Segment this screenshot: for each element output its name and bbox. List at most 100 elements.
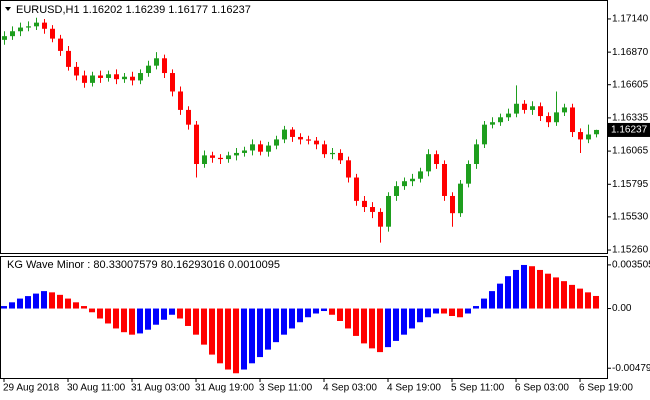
histogram-bar [249,308,255,364]
candle-body [586,134,591,140]
candle-body [554,112,559,123]
y-tick-label: 1.16065 [612,146,649,157]
candle-body [394,186,399,196]
histogram-bar [417,308,423,323]
histogram-bar [265,308,271,350]
price-label-box [607,122,650,137]
histogram-bar [145,308,151,330]
candle-body [402,181,407,187]
histogram-bar [441,308,447,314]
histogram-bar [345,308,351,329]
candle-body [442,164,447,196]
indicator-value: 0.0010095 [228,259,280,271]
histogram-bar [433,308,439,314]
histogram-bar [161,308,167,320]
y-tick-label: 1.16605 [612,79,649,90]
histogram-bar [169,308,175,315]
low-value: 1.16177 [168,4,208,16]
histogram-bar [105,308,111,324]
histogram-bar [41,291,47,309]
candle-body [522,103,527,110]
candle-body [282,129,287,140]
histogram-bar [273,308,279,343]
histogram-bar [505,276,511,309]
histogram-bar [425,308,431,318]
y-tick-label: 1.16870 [612,47,649,58]
histogram-bar [297,308,303,323]
histogram-bar [545,273,551,309]
histogram-bar [497,283,503,309]
indicator-header: KG Wave Minor : 80.33007579 80.16293016 … [7,259,280,271]
histogram-bar [313,308,319,314]
candle-body [458,183,463,214]
histogram-bar [89,308,95,313]
candle-body [426,154,431,172]
candle-body [74,66,79,76]
candle-body [346,160,351,178]
candle-body [322,144,327,155]
histogram-bar [209,308,215,355]
histogram-bar [481,298,487,309]
histogram-bar [201,308,207,345]
histogram-bar [137,308,143,334]
candle-body [226,155,231,160]
histogram-bar [577,288,583,309]
candle-body [114,74,119,80]
histogram-bar [1,306,7,309]
candle-body [362,200,367,208]
histogram-bar [225,308,231,370]
symbol: EURUSD,H1 [16,4,80,16]
histogram-bar [121,308,127,333]
x-tick-label: 3 Sep 11:00 [259,383,313,394]
x-tick-label: 30 Aug 11:00 [67,383,126,394]
histogram-bar [65,298,71,309]
histogram-bar [529,266,535,309]
histogram-bar [457,308,463,318]
histogram-bar [9,302,15,309]
candle-body [578,132,583,140]
menu-triangle[interactable] [5,7,11,11]
candle-body [18,27,23,32]
candle-body [34,22,39,27]
candle-body [186,109,191,125]
candle-body [154,58,159,66]
histogram-bar [81,306,87,309]
candle-body [130,76,135,81]
candle-body [290,129,295,137]
candle-body [178,91,183,110]
histogram-bar [569,284,575,309]
x-tick-label: 6 Sep 03:00 [515,383,569,394]
x-tick-label: 5 Sep 11:00 [451,383,505,394]
histogram-bar [593,295,599,309]
candle-body [482,124,487,145]
histogram-bar [129,308,135,335]
x-tick-label: 31 Aug 19:00 [195,383,254,394]
candle-body [434,154,439,165]
candle-body [530,106,535,110]
candle-body [338,152,343,161]
high-value: 1.16239 [125,4,165,16]
histogram-bar [321,308,327,312]
histogram-bar [73,302,79,309]
candle-body [418,171,423,179]
x-tick-label: 6 Sep 19:00 [579,383,633,394]
histogram-bar [49,292,55,309]
candle-body [298,136,303,140]
candle-body [570,107,575,133]
histogram-bar [17,298,23,309]
y-tick-label: 0.003505 [612,260,650,271]
candle-body [354,177,359,201]
histogram-bar [97,308,103,319]
histogram-bar [465,308,471,314]
x-tick-label: 4 Sep 03:00 [323,383,377,394]
histogram-bar [185,308,191,326]
candle-body [474,144,479,165]
histogram-bar [473,306,479,309]
x-tick-label: 29 Aug 2018 [3,383,60,394]
candle-body [370,207,375,212]
histogram-bar [553,277,559,309]
candle-body [194,124,199,165]
candle-body [314,140,319,145]
candle-body [146,65,151,74]
